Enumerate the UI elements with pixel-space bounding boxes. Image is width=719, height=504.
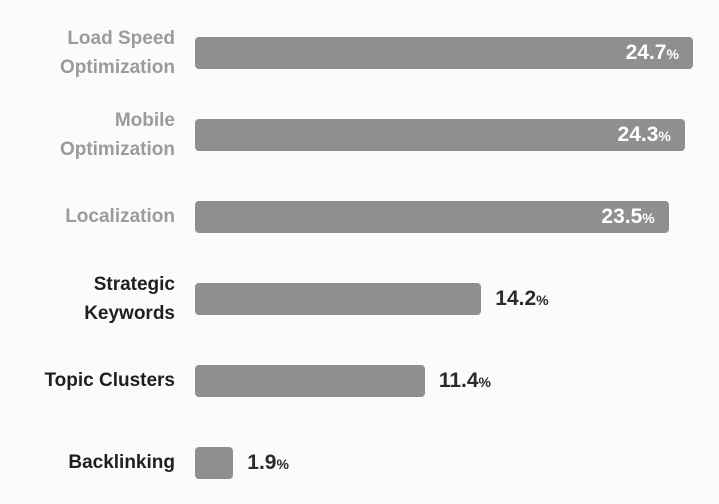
bar: 23.5%: [195, 201, 669, 233]
category-label: Mobile Optimization: [59, 109, 175, 160]
bar: [195, 283, 482, 315]
bar-track: 24.3%: [195, 119, 699, 151]
value-number: 11.4: [438, 369, 479, 392]
category-label: Load Speed Optimization: [59, 27, 175, 78]
bar: [195, 365, 425, 397]
bar-row: Localization 23.5%: [0, 176, 699, 258]
percent-sign: %: [658, 128, 671, 144]
bar: 24.7%: [195, 37, 693, 69]
percent-sign: %: [666, 46, 679, 62]
category-label: Strategic Keywords: [84, 273, 175, 324]
bar-track: 24.7%: [195, 37, 699, 69]
value-label: 24.7%: [626, 41, 693, 65]
value-label: 1.9%: [247, 451, 289, 475]
bar: 24.3%: [195, 119, 685, 151]
value-number: 1.9: [247, 451, 277, 474]
percent-sign: %: [536, 292, 549, 308]
bar-row: Strategic Keywords 14.2%: [0, 258, 699, 340]
value-number: 24.7: [625, 41, 667, 64]
bar-track: 1.9%: [195, 447, 699, 479]
category-label: Backlinking: [68, 452, 175, 474]
bar-track: 23.5%: [195, 201, 699, 233]
value-label: 24.3%: [618, 123, 685, 147]
bar-row: Backlinking 1.9%: [0, 422, 699, 504]
value-label: 23.5%: [601, 205, 668, 229]
category-label: Localization: [65, 206, 175, 228]
bar-row: Topic Clusters 11.4%: [0, 340, 699, 422]
percent-sign: %: [276, 456, 289, 472]
category-label: Topic Clusters: [44, 370, 175, 392]
value-label: 11.4%: [439, 369, 491, 393]
percent-sign: %: [642, 210, 655, 226]
bar-row: Load Speed Optimization 24.7%: [0, 12, 699, 94]
bar-row: Mobile Optimization 24.3%: [0, 94, 699, 176]
value-label: 14.2%: [495, 287, 548, 311]
bar-track: 11.4%: [195, 365, 699, 397]
value-number: 24.3: [617, 123, 659, 146]
bar-track: 14.2%: [195, 283, 699, 315]
percent-sign: %: [478, 374, 491, 390]
value-number: 14.2: [495, 287, 537, 310]
bar: [195, 447, 234, 479]
value-number: 23.5: [601, 205, 643, 228]
